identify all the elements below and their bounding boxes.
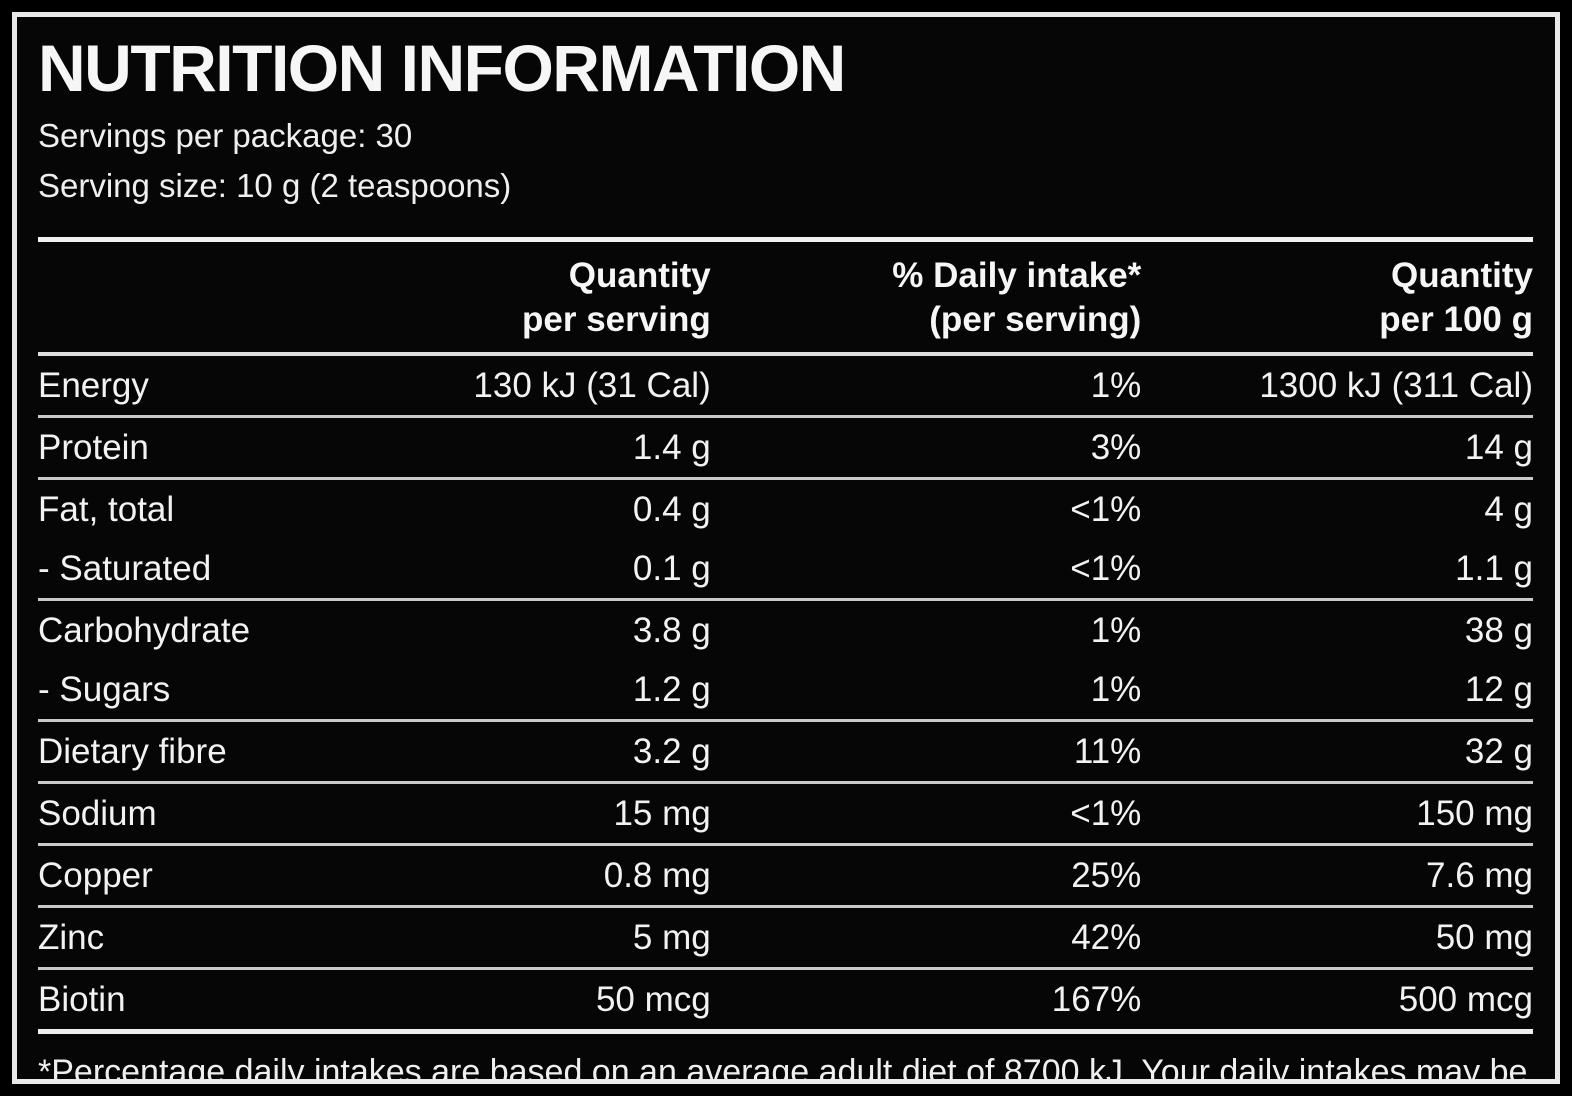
qty-per-100g: 1.1 g (1141, 538, 1533, 601)
daily-intake-pct: 1% (1090, 610, 1142, 650)
qty-per-100g: 7.6 mg (1141, 844, 1533, 908)
qty-per-serving: 15 mg (456, 782, 711, 846)
table-row: Protein 1.4 g 3% 14 g (38, 416, 1533, 480)
nutrient-label: Protein (38, 416, 457, 480)
nutrient-label: Biotin (38, 968, 457, 1034)
qty-per-100g: 500 mcg (1141, 968, 1533, 1034)
table-row: Fat, total 0.4 g <1% 4 g (38, 478, 1533, 539)
qty-per-100g: 50 mg (1141, 906, 1533, 970)
nutrient-label: - Sugars (38, 659, 457, 722)
column-header-line: Quantity (568, 256, 711, 295)
nutrient-label: Carbohydrate (38, 610, 251, 650)
daily-intake-footnote: *Percentage daily intakes are based on a… (38, 1052, 1528, 1084)
qty-per-100g: 1300 kJ (311 Cal) (1141, 353, 1533, 418)
page-title: NUTRITION INFORMATION (38, 31, 846, 105)
qty-per-serving: 0.8 mg (456, 844, 711, 908)
table-row: - Saturated 0.1 g <1% 1.1 g (38, 538, 1533, 601)
qty-per-serving: 1.4 g (456, 416, 711, 480)
daily-intake-pct: 3% (710, 416, 1142, 480)
nutrient-label: Copper (38, 844, 457, 908)
column-header-quantity-per-serving: Quantity per serving (456, 237, 711, 356)
table-row: Biotin 50 mcg 167% 500 mcg (38, 968, 1533, 1034)
column-header-blank (38, 237, 457, 356)
daily-intake-pct: 42% (710, 906, 1142, 970)
nutrient-label: - Saturated (38, 538, 457, 601)
table-header-row: Quantity per serving % Daily intake* (pe… (38, 237, 1533, 356)
nutrient-label: Sodium (38, 782, 457, 846)
qty-per-100g: 4 g (1484, 489, 1533, 529)
qty-per-serving: 3.8 g (632, 610, 711, 650)
servings-per-package: Servings per package: 30 (38, 117, 413, 154)
daily-intake-pct: 11% (710, 720, 1142, 784)
qty-per-serving: 0.4 g (632, 489, 711, 529)
qty-per-serving: 130 kJ (31 Cal) (456, 353, 711, 418)
daily-intake-pct: 1% (710, 353, 1142, 418)
qty-per-serving: 0.1 g (456, 538, 711, 601)
daily-intake-pct: <1% (710, 782, 1142, 846)
table-row: - Sugars 1.2 g 1% 12 g (38, 659, 1533, 722)
qty-per-serving: 50 mcg (456, 968, 711, 1034)
column-header-line: % Daily intake* (892, 256, 1142, 295)
table-row: Zinc 5 mg 42% 50 mg (38, 906, 1533, 970)
daily-intake-pct: <1% (1070, 489, 1142, 529)
qty-per-100g: 38 g (1464, 610, 1533, 650)
qty-per-100g: 32 g (1141, 720, 1533, 784)
nutrient-label: Energy (38, 353, 457, 418)
column-header-quantity-per-100g: Quantity per 100 g (1141, 237, 1533, 356)
nutrient-label: Dietary fibre (38, 720, 457, 784)
table-row: Energy 130 kJ (31 Cal) 1% 1300 kJ (311 C… (38, 353, 1533, 418)
footnotes: *Percentage daily intakes are based on a… (38, 1050, 1533, 1084)
nutrition-table: Quantity per serving % Daily intake* (pe… (38, 237, 1533, 1034)
table-row: Copper 0.8 mg 25% 7.6 mg (38, 844, 1533, 908)
table-row: Sodium 15 mg <1% 150 mg (38, 782, 1533, 846)
nutrient-label: Fat, total (38, 489, 175, 529)
daily-intake-pct: 167% (710, 968, 1142, 1034)
qty-per-serving: 3.2 g (456, 720, 711, 784)
daily-intake-pct: <1% (710, 538, 1142, 601)
column-header-line: Quantity (1391, 256, 1533, 295)
qty-per-100g: 12 g (1141, 659, 1533, 722)
daily-intake-pct: 1% (710, 659, 1142, 722)
qty-per-100g: 150 mg (1141, 782, 1533, 846)
qty-per-100g: 14 g (1141, 416, 1533, 480)
column-header-line: (per serving) (929, 299, 1142, 339)
nutrition-label-panel: NUTRITION INFORMATION Servings per packa… (12, 12, 1560, 1084)
nutrient-label: Zinc (38, 906, 457, 970)
column-header-daily-intake: % Daily intake* (per serving) (710, 237, 1142, 356)
table-row: Carbohydrate 3.8 g 1% 38 g (38, 599, 1533, 660)
qty-per-serving: 5 mg (456, 906, 711, 970)
serving-size: Serving size: 10 g (2 teaspoons) (38, 167, 512, 204)
column-header-line: per serving (522, 299, 711, 339)
qty-per-serving: 1.2 g (456, 659, 711, 722)
table-row: Dietary fibre 3.2 g 11% 32 g (38, 720, 1533, 784)
column-header-line: per 100 g (1379, 299, 1533, 339)
daily-intake-pct: 25% (710, 844, 1142, 908)
